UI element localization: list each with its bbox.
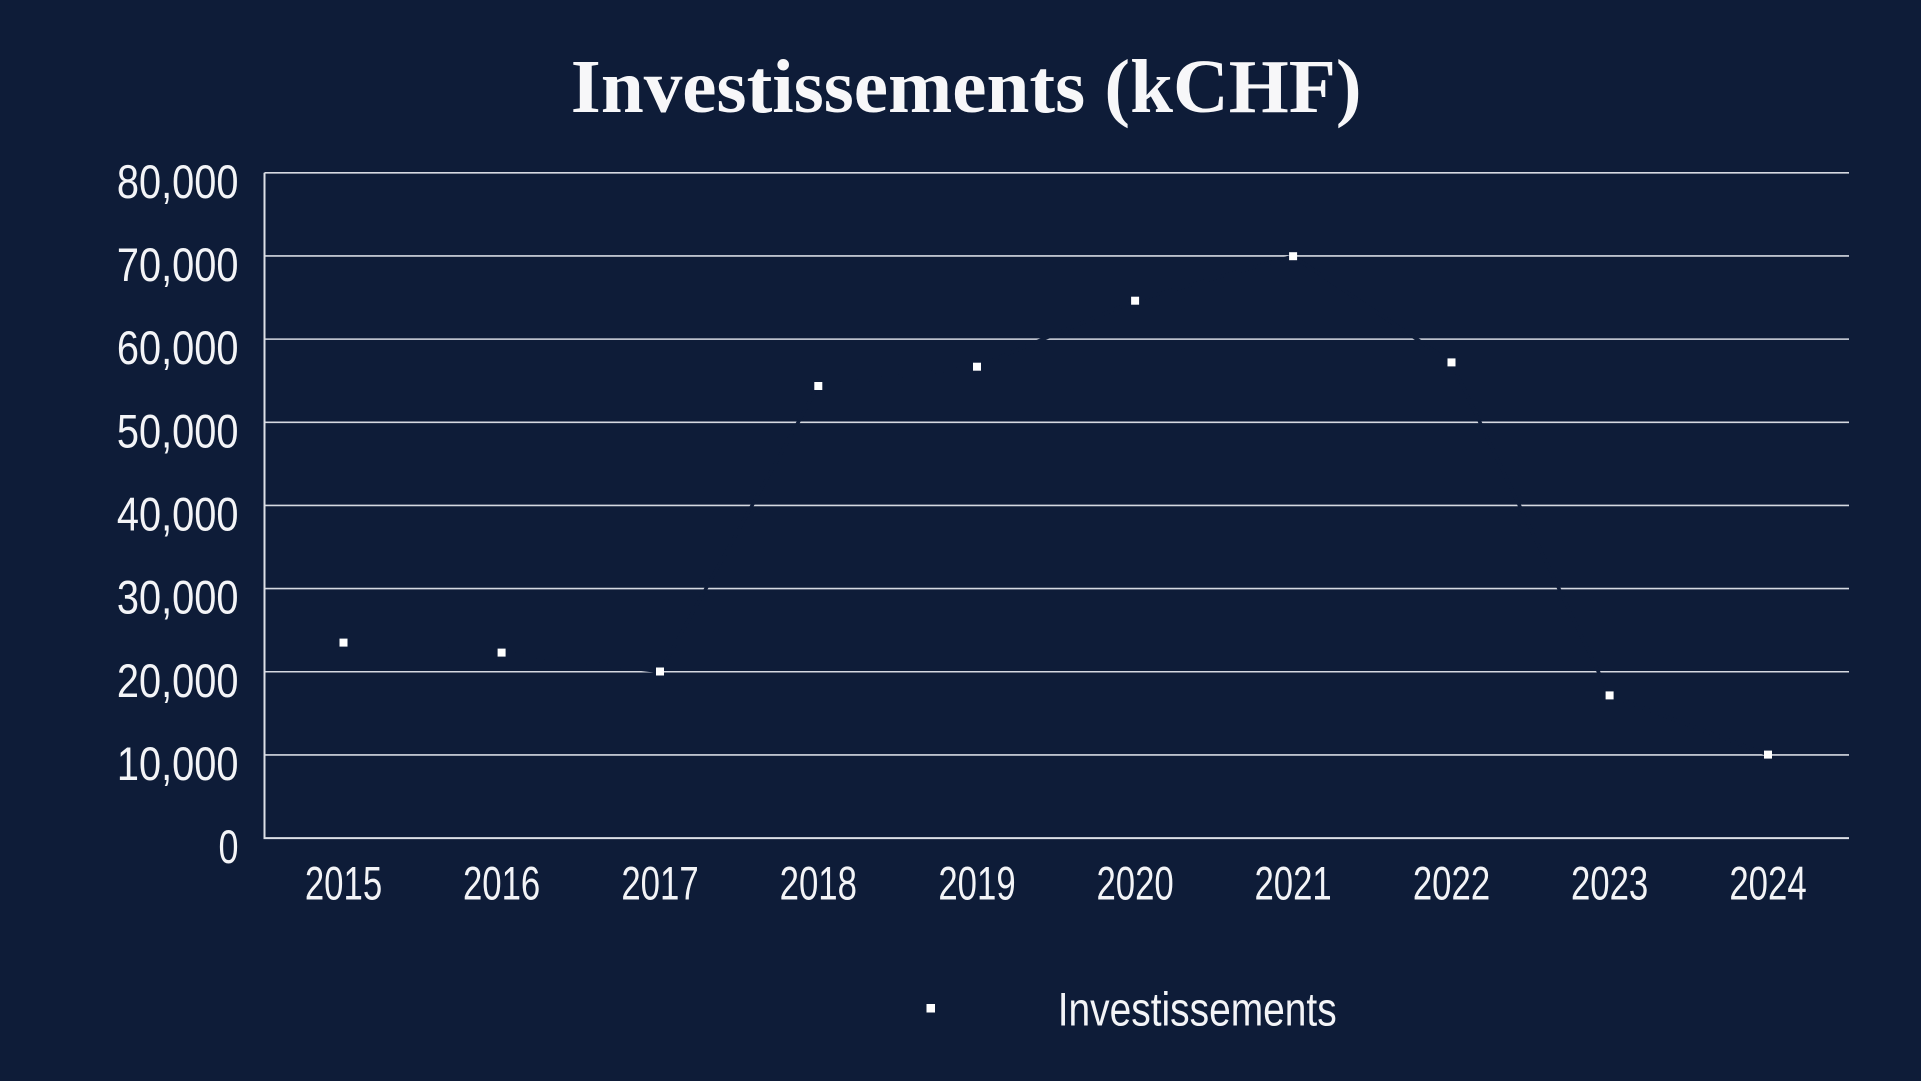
svg-text:Investissements (kCHF): Investissements (kCHF) <box>571 45 1362 129</box>
svg-text:2023: 2023 <box>1571 857 1648 910</box>
svg-text:10,000: 10,000 <box>117 737 239 790</box>
svg-text:30,000: 30,000 <box>117 571 239 624</box>
svg-text:60,000: 60,000 <box>117 321 239 374</box>
svg-text:80,000: 80,000 <box>117 155 239 208</box>
svg-text:50,000: 50,000 <box>117 404 239 457</box>
svg-text:2021: 2021 <box>1254 857 1331 910</box>
svg-text:20,000: 20,000 <box>117 654 239 707</box>
svg-text:2017: 2017 <box>621 857 698 910</box>
svg-text:70,000: 70,000 <box>117 238 239 291</box>
svg-text:2019: 2019 <box>938 857 1015 910</box>
svg-text:2024: 2024 <box>1729 857 1806 910</box>
svg-text:2015: 2015 <box>305 857 382 910</box>
svg-text:40,000: 40,000 <box>117 488 239 541</box>
svg-text:0: 0 <box>219 820 239 873</box>
svg-text:2018: 2018 <box>780 857 857 910</box>
svg-text:2020: 2020 <box>1096 857 1173 910</box>
svg-text:2022: 2022 <box>1413 857 1490 910</box>
svg-text:2016: 2016 <box>463 857 540 910</box>
svg-text:Investissements: Investissements <box>1058 982 1337 1035</box>
